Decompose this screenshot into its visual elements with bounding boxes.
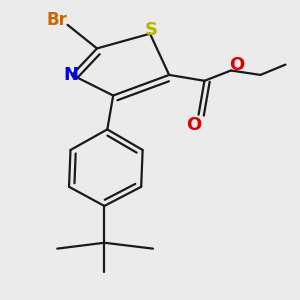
Text: N: N (63, 66, 78, 84)
Text: Br: Br (47, 11, 68, 29)
Text: O: O (187, 116, 202, 134)
Text: O: O (229, 56, 244, 74)
Text: S: S (145, 21, 158, 39)
